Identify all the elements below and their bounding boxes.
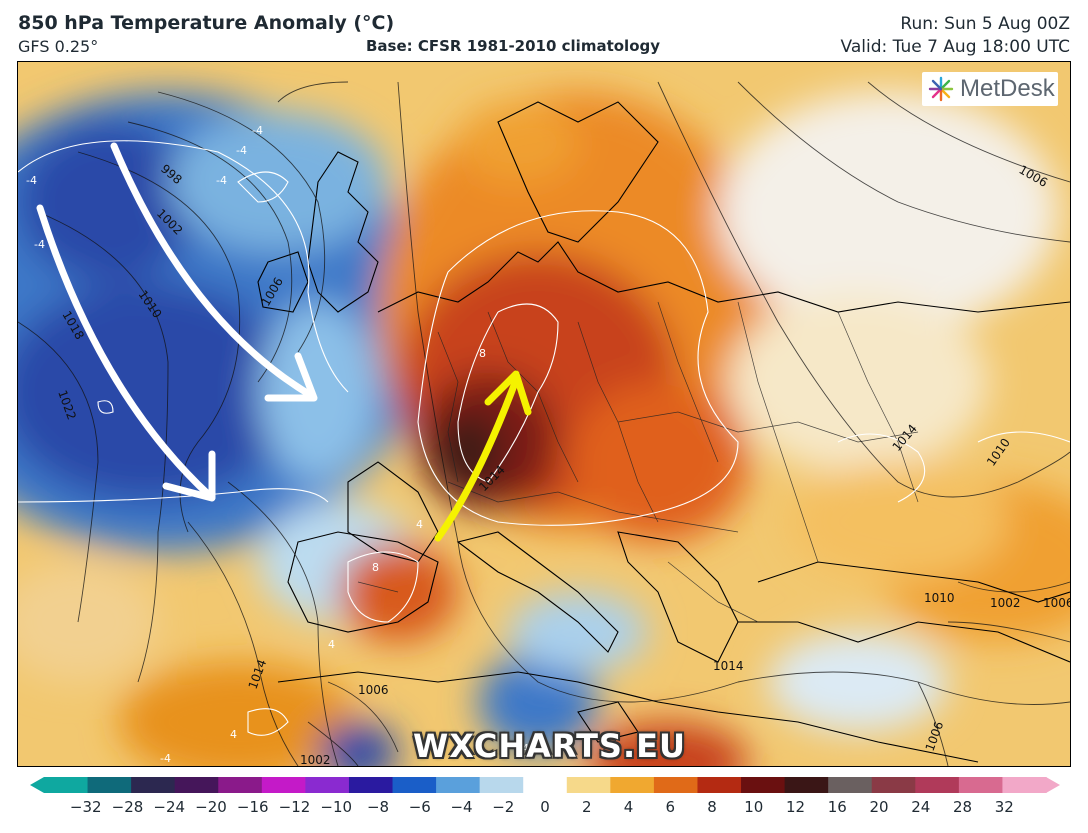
colorbar-segment bbox=[436, 777, 481, 793]
watermark: WXCHARTS.EU bbox=[413, 727, 686, 765]
colorbar-segment bbox=[348, 777, 394, 793]
colorbar-segment bbox=[1002, 777, 1047, 793]
colorbar-segment bbox=[566, 777, 611, 793]
colorbar-segment bbox=[653, 777, 699, 793]
colorbar-tick-label: −4 bbox=[450, 798, 473, 816]
colorbar-segment bbox=[784, 777, 829, 793]
colorbar-tick-label: −32 bbox=[69, 798, 102, 816]
anomaly-label: -4 bbox=[216, 174, 227, 187]
arrow-white-south-head bbox=[162, 450, 216, 502]
colorbar-tick-label: −20 bbox=[195, 798, 227, 816]
colorbar-tick-label: 4 bbox=[623, 798, 634, 816]
anomaly-label: 8 bbox=[479, 347, 486, 360]
valid-time-label: Valid: Tue 7 Aug 18:00 UTC bbox=[840, 37, 1070, 57]
anomaly-label: -4 bbox=[236, 144, 247, 157]
colorbar-tick-label: 2 bbox=[581, 798, 592, 816]
colorbar-tick-label: −12 bbox=[278, 798, 311, 816]
anomaly-label: 4 bbox=[230, 728, 237, 741]
colorbar-segment bbox=[871, 777, 916, 793]
anomaly-contours bbox=[18, 140, 1070, 736]
colorbar-right-cap bbox=[1046, 777, 1060, 793]
colorbar-tick-label: 8 bbox=[707, 798, 717, 816]
arrow-yellow bbox=[434, 376, 520, 542]
colorbar-tick-label: 12 bbox=[785, 798, 806, 816]
colorbar-tick-label: −8 bbox=[366, 798, 390, 816]
colorbar-segment bbox=[958, 777, 1004, 793]
metdesk-logo: MetDesk bbox=[922, 72, 1058, 106]
colorbar-segment bbox=[44, 777, 89, 793]
colorbar-tick-label: 10 bbox=[744, 798, 764, 816]
logo-text: MetDesk bbox=[960, 75, 1055, 102]
isobars bbox=[18, 81, 1070, 766]
coastlines bbox=[257, 101, 1070, 763]
anomaly-label: -4 bbox=[518, 742, 529, 755]
colorbar-segment bbox=[261, 777, 306, 793]
anomaly-label: -4 bbox=[160, 752, 171, 765]
anomaly-label: 4 bbox=[328, 638, 335, 651]
map-canvas: 998 1002 1010 1018 1022 1006 1006 1014 1… bbox=[18, 62, 1070, 766]
isobar-label: 1002 bbox=[990, 596, 1021, 610]
colorbar-tick-label: −24 bbox=[153, 798, 186, 816]
anomaly-labels: -4 -4 -4 -4 -4 8 8 4 4 -4 4 -4 bbox=[26, 124, 529, 765]
country-borders bbox=[357, 301, 919, 623]
isobar-label: 1002 bbox=[300, 753, 331, 766]
chart-title: 850 hPa Temperature Anomaly (°C) bbox=[18, 12, 395, 34]
anomaly-label: 8 bbox=[372, 561, 379, 574]
colorbar-segment bbox=[915, 777, 960, 793]
arrow-white-north bbox=[110, 142, 316, 400]
anomaly-label: -4 bbox=[26, 174, 37, 187]
colorbar-tick-label: −10 bbox=[320, 798, 353, 816]
colorbar-segment bbox=[741, 777, 786, 793]
colorbar-segment bbox=[131, 777, 176, 793]
run-time-label: Run: Sun 5 Aug 00Z bbox=[900, 14, 1070, 34]
colorbar-segment bbox=[305, 777, 350, 793]
isobar-label: 1014 bbox=[713, 659, 744, 673]
colorbar-left-cap bbox=[30, 777, 44, 793]
anomaly-label: 4 bbox=[416, 518, 423, 531]
arrow-white-north-head bbox=[264, 352, 318, 402]
model-label: GFS 0.25° bbox=[18, 37, 99, 56]
colorbar-tick-label: −16 bbox=[236, 798, 269, 816]
anomaly-label: -4 bbox=[34, 238, 45, 251]
colorbar-segment bbox=[523, 777, 568, 793]
colorbar-segment bbox=[392, 777, 437, 793]
metdesk-burst-icon bbox=[928, 76, 954, 102]
annotation-arrows bbox=[36, 142, 532, 542]
anomaly-field bbox=[18, 92, 1070, 766]
colorbar-tick-label: 0 bbox=[540, 798, 550, 816]
colorbar-segment bbox=[828, 777, 873, 793]
colorbar-tick-label: 6 bbox=[665, 798, 676, 816]
colorbar-tick-label: 24 bbox=[911, 798, 931, 816]
colorbar-tick-label: −6 bbox=[408, 798, 431, 816]
climatology-base-label: Base: CFSR 1981-2010 climatology bbox=[366, 37, 661, 55]
colorbar-tick-label: 16 bbox=[827, 798, 847, 816]
colorbar-segment bbox=[174, 777, 219, 793]
arrow-yellow-head bbox=[484, 370, 532, 416]
arrow-white-south bbox=[36, 204, 214, 500]
anomaly-label: -4 bbox=[252, 124, 263, 137]
isobar-label: 1010 bbox=[924, 591, 955, 605]
colorbar bbox=[30, 777, 1060, 793]
colorbar-tick-label: −28 bbox=[111, 798, 144, 816]
colorbar-tick-label: 28 bbox=[952, 798, 973, 816]
colorbar-segment bbox=[610, 777, 655, 793]
colorbar-segment bbox=[697, 777, 742, 793]
colorbar-tick-label: 32 bbox=[994, 798, 1014, 816]
colorbar-segment bbox=[87, 777, 132, 793]
anomaly-map: 998 1002 1010 1018 1022 1006 1006 1014 1… bbox=[17, 61, 1071, 767]
isobar-label: 1006 bbox=[1043, 596, 1070, 610]
colorbar-segment bbox=[218, 777, 263, 793]
colorbar-tick-label: −2 bbox=[492, 798, 515, 816]
isobar-label: 1006 bbox=[358, 683, 389, 697]
colorbar-tick-label: 20 bbox=[869, 798, 889, 816]
colorbar-segment bbox=[479, 777, 524, 793]
